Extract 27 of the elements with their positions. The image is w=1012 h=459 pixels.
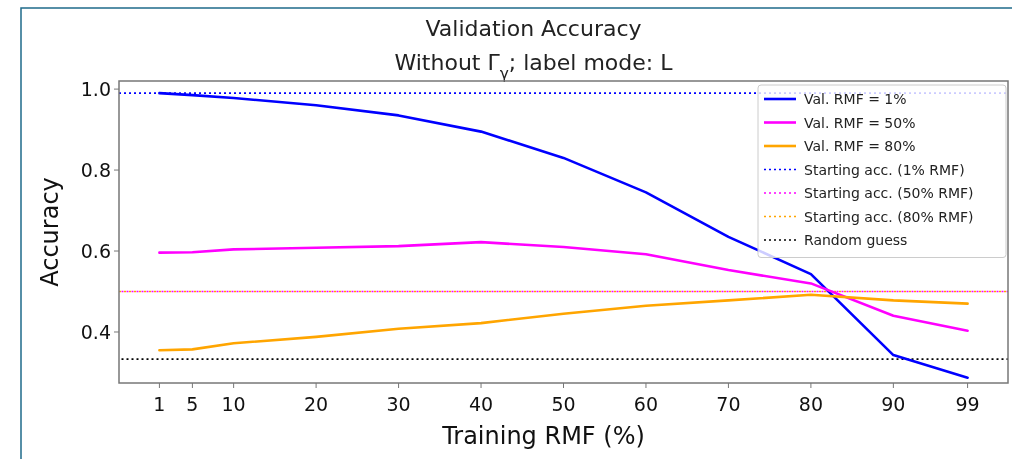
legend-label: Val. RMF = 50% [804,114,916,131]
x-tick-label: 90 [881,393,906,415]
x-tick-label: 40 [468,393,494,415]
y-tick-label: 0.6 [80,240,111,263]
x-tick-label: 1 [153,393,166,415]
legend-label: Random guess [804,232,908,248]
legend-label: Val. RMF = 1% [804,91,907,107]
y-tick-label: 1.0 [80,78,111,101]
legend-label: Starting acc. (80% RMF) [804,208,974,225]
chart-title: Validation Accuracy [425,16,642,41]
x-tick-label: 60 [633,393,659,415]
x-tick-label: 30 [386,393,411,415]
x-tick-label: 50 [551,393,576,415]
y-axis-title: Accuracy [36,177,64,287]
x-tick-label: 80 [798,393,823,415]
chart-subtitle: Without Γ$_{γ}$; label mode: L [394,50,674,83]
y-tick-label: 0.4 [80,320,111,343]
x-tick-label: 70 [716,393,741,415]
x-tick-label: 5 [186,393,199,415]
x-tick-label: 10 [221,393,246,415]
y-tick-label: 0.8 [80,159,111,182]
legend-label: Starting acc. (50% RMF) [804,185,974,201]
x-tick-label: 99 [955,393,980,415]
legend-label: Val. RMF = 80% [804,138,916,154]
legend-label: Starting acc. (1% RMF) [804,161,965,178]
x-axis-title: Training RMF (%) [441,422,645,450]
x-tick-label: 20 [304,393,329,415]
